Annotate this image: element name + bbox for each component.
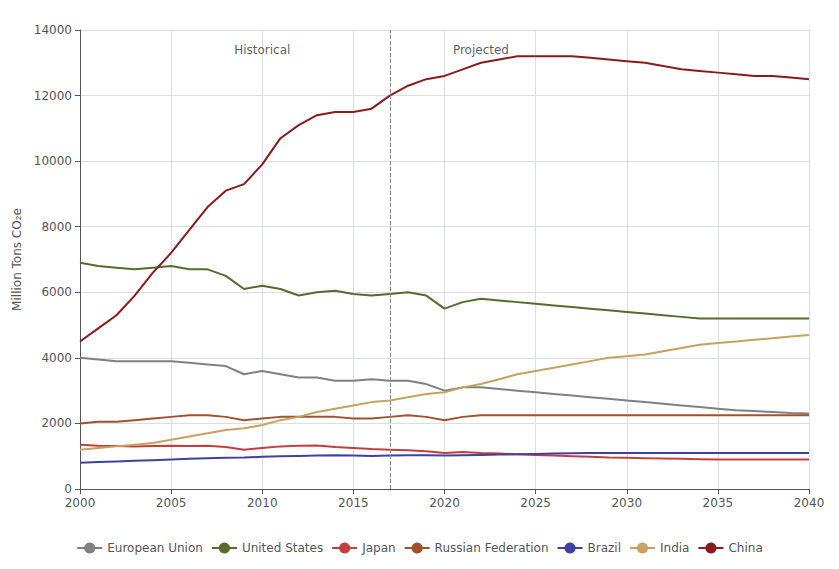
svg-text:India: India bbox=[660, 541, 689, 555]
svg-text:2025: 2025 bbox=[520, 496, 551, 510]
svg-text:United States: United States bbox=[242, 541, 323, 555]
svg-text:2010: 2010 bbox=[247, 496, 278, 510]
svg-text:Russian Federation: Russian Federation bbox=[435, 541, 549, 555]
svg-text:4000: 4000 bbox=[41, 351, 72, 365]
svg-text:Brazil: Brazil bbox=[588, 541, 622, 555]
svg-text:2040: 2040 bbox=[794, 496, 825, 510]
svg-text:2000: 2000 bbox=[65, 496, 96, 510]
svg-text:2030: 2030 bbox=[611, 496, 642, 510]
svg-text:Million Tons CO₂e: Million Tons CO₂e bbox=[10, 208, 24, 311]
svg-text:2035: 2035 bbox=[703, 496, 734, 510]
svg-text:2015: 2015 bbox=[338, 496, 369, 510]
svg-text:6000: 6000 bbox=[41, 285, 72, 299]
svg-text:14000: 14000 bbox=[34, 23, 72, 37]
svg-text:12000: 12000 bbox=[34, 89, 72, 103]
svg-text:Projected: Projected bbox=[453, 43, 509, 57]
svg-text:8000: 8000 bbox=[41, 220, 72, 234]
svg-text:2000: 2000 bbox=[41, 416, 72, 430]
svg-text:European Union: European Union bbox=[107, 541, 203, 555]
svg-text:2020: 2020 bbox=[429, 496, 460, 510]
svg-text:China: China bbox=[728, 541, 762, 555]
svg-text:Historical: Historical bbox=[234, 43, 290, 57]
svg-text:0: 0 bbox=[64, 482, 72, 496]
svg-text:2005: 2005 bbox=[156, 496, 187, 510]
svg-text:Japan: Japan bbox=[361, 541, 395, 555]
svg-text:10000: 10000 bbox=[34, 154, 72, 168]
